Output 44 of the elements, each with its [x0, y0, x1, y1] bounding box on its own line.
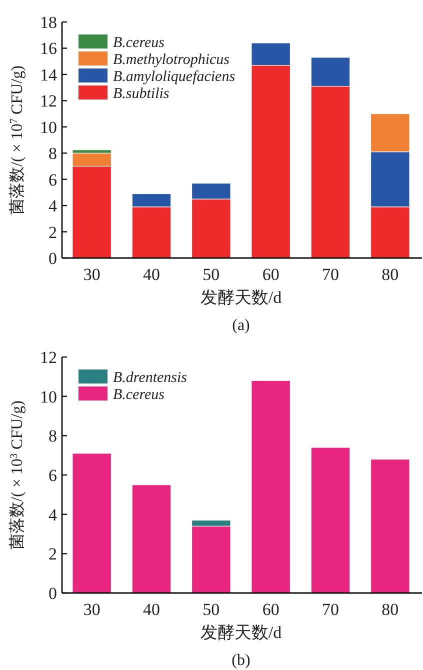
x-tick-label: 40: [143, 265, 160, 284]
legend-label: B.subtilis: [113, 86, 170, 102]
y-tick-label: 14: [40, 65, 58, 84]
x-tick-label: 50: [202, 265, 220, 284]
x-tick-label: 50: [202, 600, 220, 619]
x-tick-label: 80: [382, 600, 399, 619]
x-tick-label: 30: [83, 265, 100, 284]
bar: [370, 458, 410, 594]
bar: [251, 380, 291, 594]
y-tick-label: 4: [48, 505, 58, 524]
bar: [310, 447, 350, 594]
bar: [72, 453, 112, 594]
bar: [132, 484, 172, 594]
y-tick-label: 12: [40, 348, 57, 367]
y-tick-label: 0: [48, 249, 57, 268]
y-tick-label: 8: [48, 426, 57, 446]
y-tick-label: 0: [48, 584, 57, 603]
x-tick-label: 30: [83, 600, 100, 619]
y-tick-label: 6: [48, 170, 57, 190]
y-tick-label: 4: [48, 196, 58, 216]
y-tick-label: 10: [40, 118, 57, 137]
y-tick-label: 6: [48, 466, 57, 485]
y-tick-label: 16: [40, 39, 57, 58]
y-tick-label: 8: [48, 144, 57, 164]
y-tick-label: 2: [48, 544, 57, 564]
x-tick-label: 60: [262, 265, 280, 284]
legend-label: B.amyloliquefaciens: [113, 69, 236, 85]
legend-label: B.methylotrophicus: [113, 52, 230, 68]
text: (b): [232, 652, 250, 669]
x-axis-title: 发酵天数/d: [200, 623, 282, 642]
x-tick-label: 80: [382, 265, 399, 284]
legend-label: B.drentensis: [113, 370, 188, 386]
legend-label: B.cereus: [113, 387, 165, 403]
y-tick-label: 2: [48, 222, 57, 242]
x-tick-label: 60: [262, 600, 280, 619]
y-tick-label: 12: [40, 92, 57, 111]
x-tick-label: 40: [143, 600, 160, 619]
y-tick-label: 18: [40, 13, 57, 32]
x-tick-label: 70: [322, 600, 339, 619]
x-tick-label: 70: [322, 265, 339, 284]
y-tick-label: 10: [40, 387, 57, 406]
text: (a): [232, 317, 250, 334]
legend-label: B.cereus: [113, 35, 165, 51]
x-axis-title: 发酵天数/d: [200, 288, 282, 307]
